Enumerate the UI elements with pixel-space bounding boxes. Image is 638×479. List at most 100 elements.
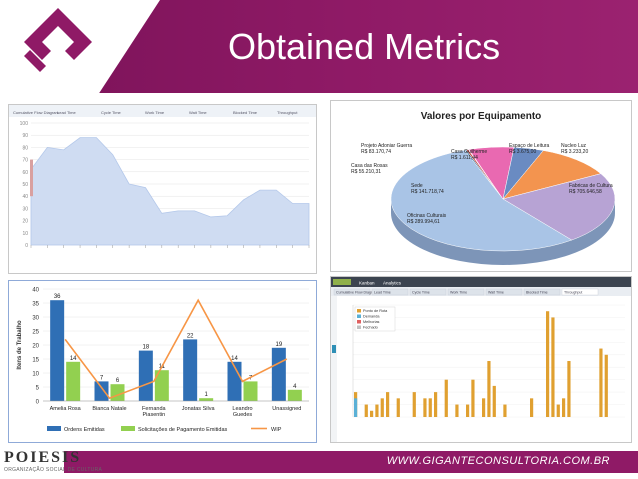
pie-label: Sede xyxy=(411,183,423,189)
bar-ylabel: Itens de Trabalho xyxy=(17,320,23,370)
bar-ordens xyxy=(271,347,286,401)
legend-swatch-ordens xyxy=(47,426,61,431)
tp-legend-swatch xyxy=(357,314,361,318)
kanban-topbar xyxy=(331,277,631,287)
kanban-side-strip xyxy=(331,296,337,442)
cfd-ytick: 20 xyxy=(22,219,28,225)
pie-slice xyxy=(502,173,616,241)
bar-label-ordens: 14 xyxy=(231,356,238,362)
bar-label-solicitacoes: 4 xyxy=(293,384,297,390)
bar-category: Jonatas Silva xyxy=(182,406,216,412)
pie-label: Oficinas Culturais xyxy=(407,213,447,219)
cfd-ytick: 90 xyxy=(22,133,28,139)
tp-bar xyxy=(551,317,555,417)
tp-legend-label: Ponto de Rota xyxy=(363,309,388,313)
pie-label: Casa Guilherme xyxy=(451,149,487,155)
bar-ytick: 0 xyxy=(36,400,40,406)
bar-category: Piasentin xyxy=(143,412,166,418)
tp-bar-blue xyxy=(354,398,358,417)
cfd-tab: Throughput xyxy=(277,110,298,115)
tp-bar xyxy=(380,398,384,417)
pie-slice xyxy=(502,150,602,200)
cfd-ytick: 40 xyxy=(22,194,28,200)
kanban-subtab-label: Wait Time xyxy=(488,291,504,295)
cfd-tab: Work Time xyxy=(145,110,165,115)
bar-ytick: 20 xyxy=(32,344,39,350)
logo-icon xyxy=(24,8,92,72)
cfd-ytick: 30 xyxy=(22,206,28,212)
bar-solicitacoes xyxy=(66,361,81,401)
cfd-tab: Wait Time xyxy=(189,110,207,115)
kanban-tab: Analytics xyxy=(383,281,402,286)
tp-bar xyxy=(375,404,379,417)
pie-value-label: R$ 289.994,61 xyxy=(407,219,440,225)
cfd-tab: Cycle Time xyxy=(101,110,122,115)
bar-label-ordens: 7 xyxy=(100,375,104,381)
tp-legend-box xyxy=(354,306,396,332)
bar-ytick: 10 xyxy=(32,372,39,378)
bar-ordens xyxy=(138,350,153,401)
cfd-ytick: 80 xyxy=(22,145,28,151)
bar-category: Fernanda xyxy=(142,406,166,412)
cfd-toolbar xyxy=(9,105,316,117)
pie-slice xyxy=(390,149,573,252)
pie-value-label: R$ 83.170,74 xyxy=(361,149,391,155)
tp-bar xyxy=(471,379,475,417)
kanban-subtab xyxy=(409,288,447,296)
legend-swatch-solicitacoes xyxy=(121,426,135,431)
tp-bar xyxy=(364,404,368,417)
tp-bar xyxy=(396,398,400,417)
kanban-subtab-label: Work Time xyxy=(450,291,467,295)
bar-category: Guedes xyxy=(233,412,253,418)
legend-solicitacoes: Solicitações de Pagamento Emitidas xyxy=(138,427,228,433)
tp-bar xyxy=(492,385,496,417)
bar-solicitacoes xyxy=(154,370,169,401)
bar-panel: 40 35 30 25 20 15 10 5 0 Itens de Trabalho 36 14 Ame… xyxy=(8,280,317,443)
footer-url[interactable]: WWW.GIGANTECONSULTORIA.COM.BR xyxy=(386,455,610,467)
bar-ordens xyxy=(50,300,65,401)
tp-bar xyxy=(562,398,566,417)
bar-solicitacoes xyxy=(287,389,302,401)
pie-value-label: R$ 3.233,20 xyxy=(561,149,588,155)
bar-ordens xyxy=(183,339,198,401)
tp-bar xyxy=(412,392,416,417)
legend-ordens: Ordens Emitidas xyxy=(64,427,105,433)
tp-bar xyxy=(455,404,459,417)
bar-category: Amelia Rosa xyxy=(50,406,82,412)
pie-label: Espaço de Leitura xyxy=(509,143,550,149)
footer-brand: POIESIS xyxy=(4,449,82,466)
kanban-subtab xyxy=(523,288,561,296)
throughput-chart: Kanban Analytics Cumulative Flow DiagramLe… xyxy=(331,277,631,442)
pie-label: Fabricas de Cultura xyxy=(569,183,613,189)
pie-value-label: R$ 141.718,74 xyxy=(411,189,444,195)
cfd-tab: Blocked Time xyxy=(233,110,258,115)
bar-category: Unassigned xyxy=(272,406,301,412)
bar-ytick: 35 xyxy=(32,302,39,308)
tp-bar xyxy=(444,379,448,417)
pie-label: Casa das Rosas xyxy=(351,163,388,169)
tp-legend-swatch xyxy=(357,309,361,313)
bar-label-solicitacoes: 14 xyxy=(70,356,77,362)
bar-label-ordens: 19 xyxy=(275,342,282,348)
footer-stripe xyxy=(64,451,638,473)
slide-header: Obtained Metrics xyxy=(0,0,638,93)
tp-bar xyxy=(487,361,491,417)
tp-bar xyxy=(546,311,550,417)
cfd-marker xyxy=(30,159,33,197)
cfd-ytick: 70 xyxy=(22,158,28,164)
legend-wip: WIP xyxy=(271,427,282,433)
tp-bar xyxy=(556,404,560,417)
bar-ytick: 25 xyxy=(32,330,39,336)
cfd-tab: Lead Time xyxy=(57,110,76,115)
bar-label-solicitacoes: 1 xyxy=(204,392,208,398)
kanban-tab: Kanban xyxy=(359,281,375,286)
kanban-subtab xyxy=(485,288,523,296)
pie-value-label: R$ 3.675,00 xyxy=(509,149,536,155)
pie-value-label: R$ 55.210,31 xyxy=(351,169,381,175)
tp-legend-label: Melhorias xyxy=(363,320,380,324)
cfd-ytick: 100 xyxy=(20,121,29,127)
bar-category: Bianca Natale xyxy=(92,406,126,412)
tp-bar xyxy=(599,348,603,417)
